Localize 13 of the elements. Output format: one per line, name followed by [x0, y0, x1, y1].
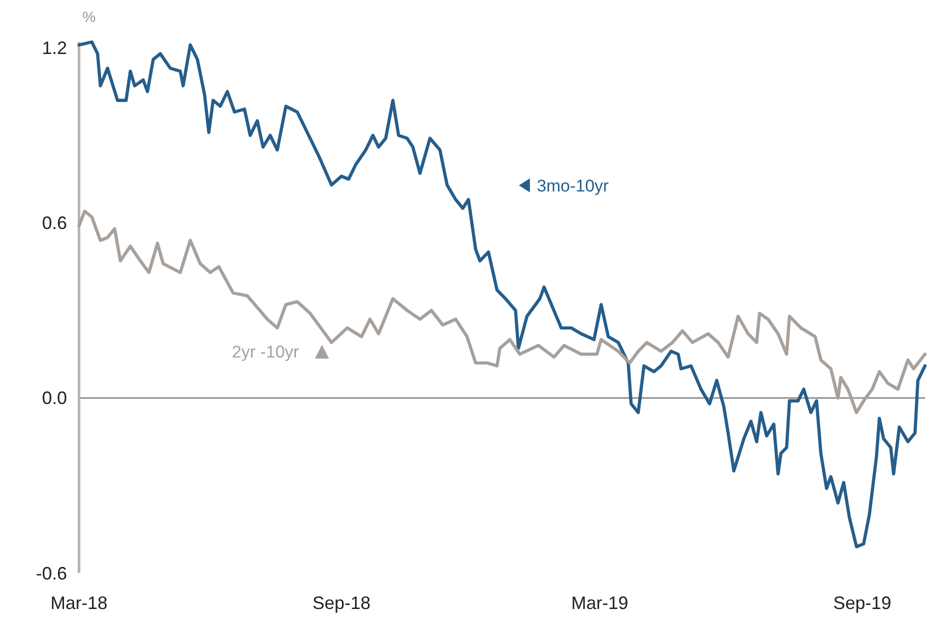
y-tick-label: 0.6 — [42, 213, 67, 234]
y-tick-label: 1.2 — [42, 38, 67, 58]
line-series — [77, 40, 927, 548]
x-tick-label: Mar-18 — [50, 593, 108, 613]
legend-label: 3mo-10yr — [536, 176, 610, 196]
x-tick-label: Sep-18 — [312, 593, 371, 613]
y-tick-label: 0.0 — [42, 388, 67, 408]
x-tick-label: Mar-19 — [571, 593, 628, 613]
x-tick-label: Sep-19 — [833, 593, 892, 613]
y-axis-title: % — [82, 9, 96, 26]
line-series — [77, 210, 927, 414]
y-tick-label: -0.6 — [36, 563, 67, 584]
series-label: 2yr -10yr — [232, 342, 300, 362]
